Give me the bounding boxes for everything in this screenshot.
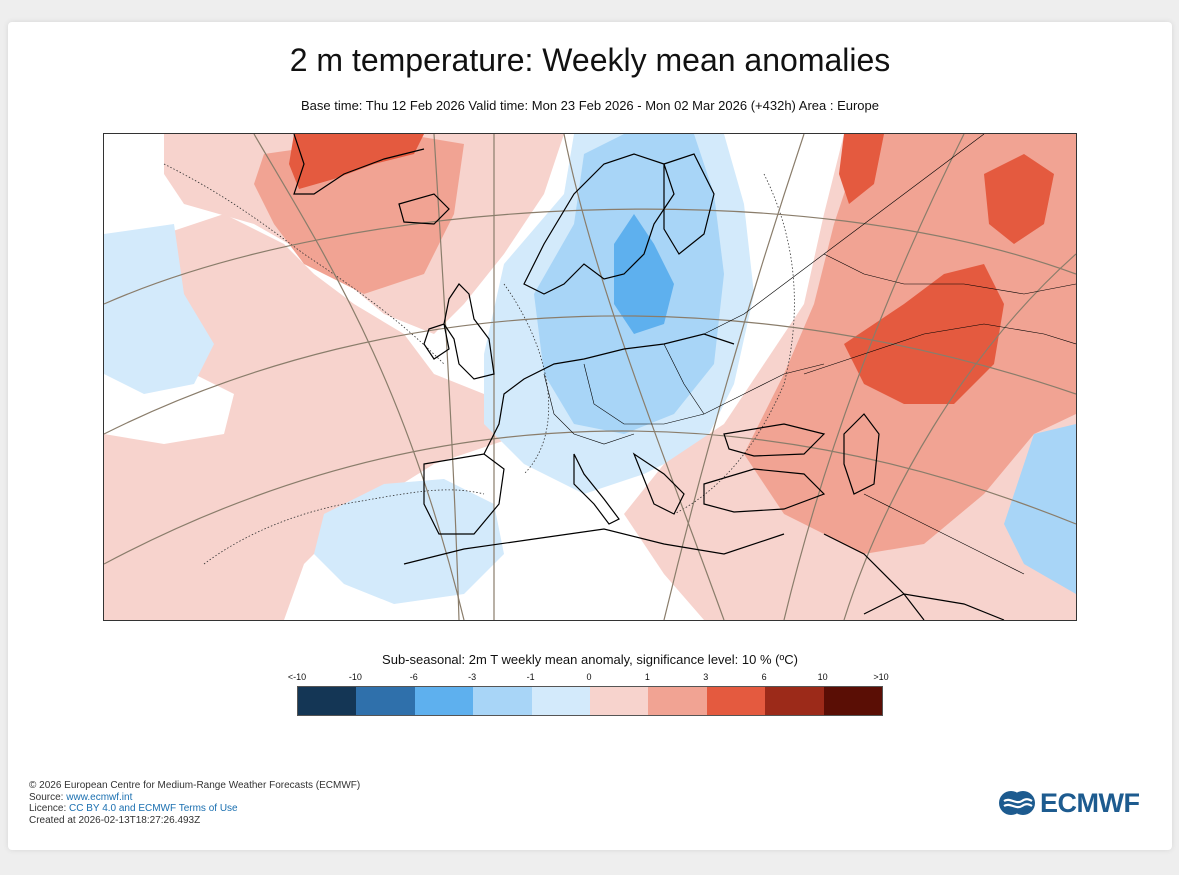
anomaly-region-cool-far-east (1004, 424, 1076, 594)
legend-swatch (414, 687, 474, 715)
footer-source: Source: www.ecmwf.int (29, 792, 360, 804)
legend-tick-label: 3 (703, 672, 709, 682)
legend-swatch (765, 687, 824, 715)
anomaly-region-light-warm-atlantic (104, 214, 524, 620)
legend-tick-label: -10 (348, 672, 362, 682)
footer-licence: Licence: CC BY 4.0 and ECMWF Terms of Us… (29, 803, 360, 815)
coastlines (293, 134, 1005, 620)
page-title: 2 m temperature: Weekly mean anomalies (289, 42, 891, 78)
anomaly-region-strong-cool-scandinavia (614, 214, 674, 334)
legend-title: Sub-seasonal: 2m T weekly mean anomaly, … (382, 652, 798, 667)
legend-tick-label: >10 (873, 672, 889, 682)
legend-tick-labels: <-10 -10 -6 -3 -1 0 1 3 6 10 >10 (8, 672, 1172, 684)
legend-tick-label: 0 (586, 672, 592, 682)
anomaly-region-light-cool-west (104, 224, 214, 394)
legend-swatch (298, 687, 357, 715)
legend-swatch (531, 687, 591, 715)
legend-swatch (823, 687, 883, 715)
footer-created: Created at 2026-02-13T18:27:26.493Z (29, 814, 201, 826)
legend-tick-label: 6 (761, 672, 767, 682)
footer-licence-label: Licence: (29, 803, 70, 815)
anomaly-region-light-cool-southwest (314, 479, 504, 604)
legend-swatch (706, 687, 766, 715)
anomaly-region-strong-warm-northeast (984, 154, 1054, 244)
legend-swatch (648, 687, 707, 715)
legend-colorbar (297, 686, 883, 716)
legend-swatch (473, 687, 532, 715)
page-subtitle: Base time: Thu 12 Feb 2026 Valid time: M… (301, 98, 879, 113)
footer-licence-link[interactable]: CC BY 4.0 and ECMWF Terms of Use (69, 803, 238, 815)
legend-tick-label: 10 (817, 672, 828, 682)
country-borders (543, 134, 1076, 575)
footer-copyright: © 2026 European Centre for Medium-Range … (29, 780, 361, 791)
chart-card: 2 m temperature: Weekly mean anomalies B… (8, 22, 1172, 850)
footer-source-link[interactable]: www.ecmwf.int (66, 791, 133, 803)
ecmwf-logo-icon (999, 791, 1035, 815)
anomaly-map[interactable] (103, 133, 1077, 621)
footer: © 2026 European Centre for Medium-Range … (29, 780, 360, 826)
legend-tick-label: <-10 (287, 672, 307, 682)
significance-contours (163, 163, 795, 565)
legend-swatch (356, 687, 415, 715)
map-svg (104, 134, 1076, 620)
anomaly-region-strong-warm-north (839, 134, 884, 204)
legend-tick-label: 1 (644, 672, 650, 682)
legend-tick-label: -1 (526, 672, 535, 682)
legend-tick-label: -3 (468, 672, 477, 682)
footer-source-label: Source: (29, 791, 67, 803)
ecmwf-logo-text: ECMWF (1040, 787, 1140, 818)
ecmwf-logo[interactable]: ECMWF (998, 786, 1158, 820)
legend-tick-label: -6 (409, 672, 418, 682)
graticule (104, 134, 1076, 620)
legend-swatch (590, 687, 649, 715)
anomaly-region-strong-warm-greenland (289, 134, 424, 189)
